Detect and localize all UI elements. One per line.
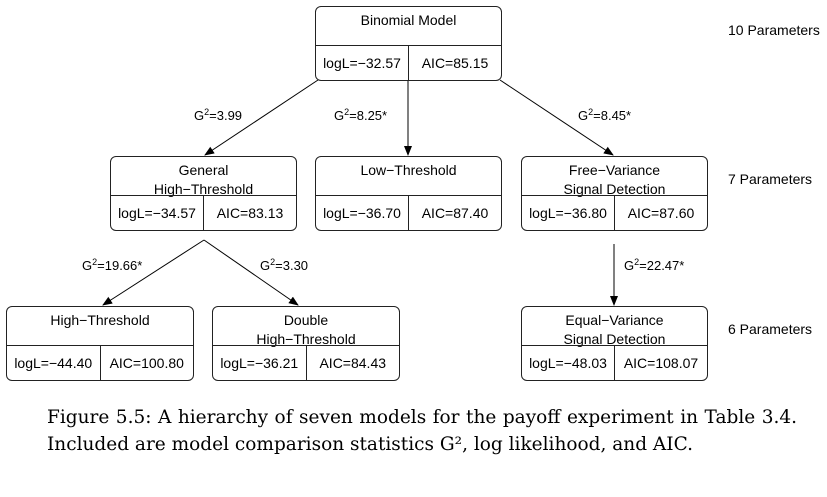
model-title: General <box>178 162 229 178</box>
model-double-high-threshold: Double High−Threshold logL=−36.21 AIC=84… <box>212 306 400 381</box>
aic-value: AIC=100.80 <box>99 346 194 380</box>
model-equal-variance-signal-detection: Equal−Variance Signal Detection logL=−48… <box>521 306 708 381</box>
edge-general-double <box>203 239 299 306</box>
edge-general-high <box>102 239 205 306</box>
edge-label-binomial-general: G2=3.99 <box>194 107 243 123</box>
model-free-variance-signal-detection: Free−Variance Signal Detection logL=−36.… <box>521 156 708 231</box>
loglikelihood-value: logL=−36.70 <box>323 205 401 221</box>
model-low-threshold: Low−Threshold logL=−36.70 AIC=87.40 <box>315 156 502 231</box>
model-title: Signal Detection <box>563 181 666 197</box>
aic-value: AIC=85.15 <box>408 46 501 80</box>
loglikelihood-value: logL=−36.80 <box>529 205 607 221</box>
aic-value: AIC=84.43 <box>305 346 400 380</box>
model-title: Low−Threshold <box>360 162 457 178</box>
loglikelihood-value: logL=−32.57 <box>323 55 401 71</box>
edge-label-free-equal: G2=22.47* <box>624 257 685 273</box>
model-high-threshold: High−Threshold logL=−44.40 AIC=100.80 <box>6 306 194 381</box>
model-title: Free−Variance <box>568 162 661 178</box>
aic-value: AIC=83.13 <box>203 196 296 230</box>
loglikelihood-value: logL=−34.57 <box>118 205 196 221</box>
figure-caption: Figure 5.5: A hierarchy of seven models … <box>47 407 797 455</box>
edge-label-general-high: G2=19.66* <box>82 257 143 273</box>
level-label-7: 7 Parameters <box>728 171 813 187</box>
aic-value: AIC=87.60 <box>614 196 707 230</box>
model-title: High−Threshold <box>256 331 356 347</box>
edge-label-general-double: G2=3.30 <box>260 257 309 273</box>
edge-label-binomial-free: G2=8.45* <box>578 107 632 123</box>
aic-value: AIC=108.07 <box>614 346 707 380</box>
model-title: Double <box>283 312 329 328</box>
model-binomial: Binomial Model logL=−32.57 AIC=85.15 <box>315 6 502 81</box>
loglikelihood-value: logL=−36.21 <box>220 355 299 371</box>
model-title: High−Threshold <box>50 312 150 328</box>
model-title: Signal Detection <box>563 331 666 347</box>
edge-label-binomial-low: G2=8.25* <box>334 107 388 123</box>
aic-value: AIC=87.40 <box>408 196 501 230</box>
model-title: High−Threshold <box>153 181 254 197</box>
loglikelihood-value: logL=−44.40 <box>14 355 93 371</box>
edge-binomial-general <box>204 79 319 156</box>
level-label-6: 6 Parameters <box>728 321 813 337</box>
model-title: Binomial Model <box>360 12 457 28</box>
model-general-high-threshold: General High−Threshold logL=−34.57 AIC=8… <box>110 156 297 231</box>
edge-binomial-free <box>499 79 614 156</box>
loglikelihood-value: logL=−48.03 <box>529 355 607 371</box>
level-label-10: 10 Parameters <box>728 22 820 38</box>
model-title: Equal−Variance <box>565 312 664 328</box>
